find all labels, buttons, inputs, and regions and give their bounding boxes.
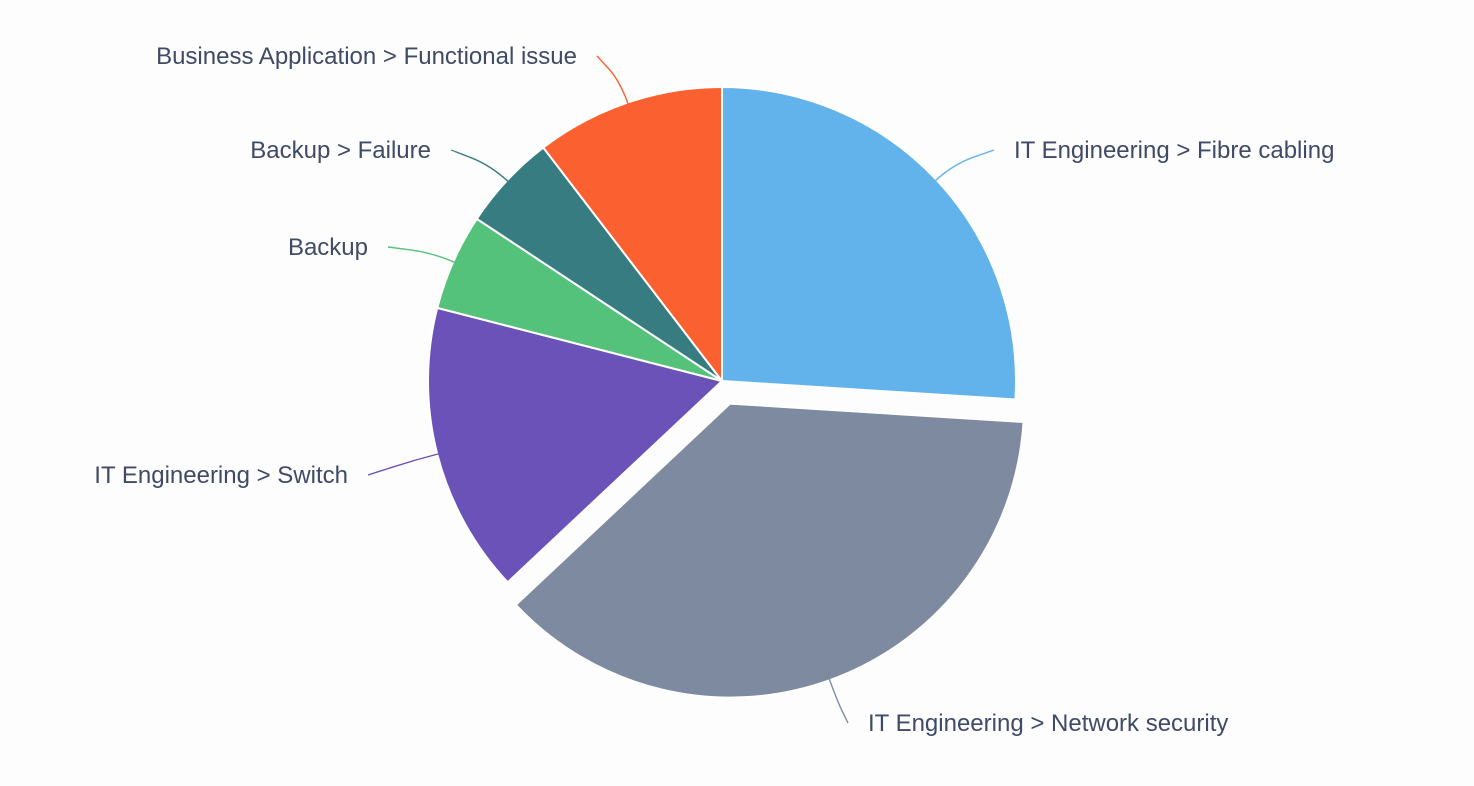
- slice-label-backup-failure: Backup > Failure: [250, 137, 431, 164]
- slice-label-it-engineering-switch: IT Engineering > Switch: [94, 462, 348, 489]
- slice-label-business-application-functional-issue: Business Application > Functional issue: [156, 43, 577, 70]
- leader-line-backup: [387, 246, 458, 264]
- pie-slice-it-engineering-fibre-cabling[interactable]: [721, 85, 1017, 401]
- leader-line-business-application-functional-issue: [596, 55, 630, 107]
- leader-line-it-engineering-fibre-cabling: [932, 149, 995, 183]
- slice-label-it-engineering-network-security: IT Engineering > Network security: [868, 710, 1228, 737]
- leader-line-it-engineering-switch: [367, 452, 442, 476]
- leader-line-backup-failure: [450, 149, 511, 184]
- leader-lines: [367, 55, 995, 724]
- slice-label-it-engineering-fibre-cabling: IT Engineering > Fibre cabling: [1014, 137, 1334, 164]
- slice-label-backup: Backup: [288, 234, 368, 261]
- leader-line-it-engineering-network-security: [827, 676, 849, 724]
- slice-labels: IT Engineering > Fibre cabling IT Enginee…: [94, 43, 1334, 737]
- pie-slices: [427, 85, 1025, 699]
